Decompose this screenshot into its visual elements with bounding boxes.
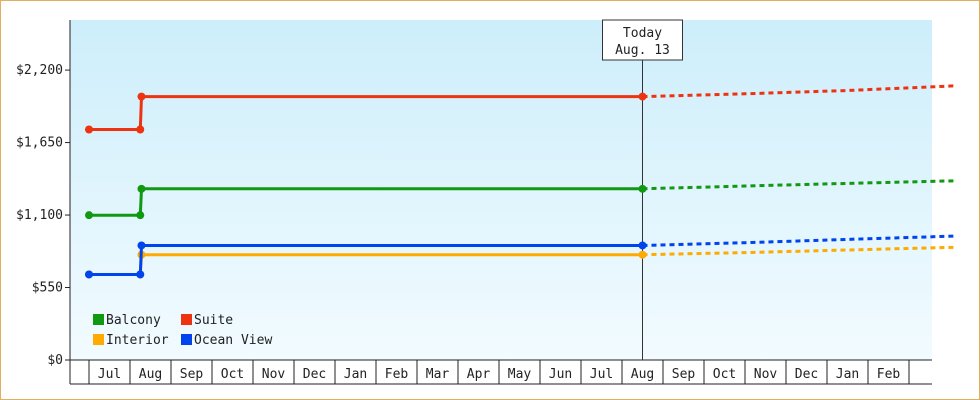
forecast-line-suite xyxy=(642,84,955,99)
legend-swatch-suite xyxy=(181,314,192,325)
month-label: Sep xyxy=(180,367,204,382)
legend-swatch-interior xyxy=(93,334,104,345)
month-label: May xyxy=(508,367,532,382)
month-label: Feb xyxy=(877,367,901,382)
month-label: Aug xyxy=(139,367,162,382)
data-point-balcony xyxy=(85,211,93,220)
y-tick-label: $1,100 xyxy=(16,208,63,223)
month-label: Aug xyxy=(631,367,654,382)
legend-swatch-ocean-view xyxy=(181,334,192,345)
data-point-ocean-view xyxy=(137,241,146,250)
forecast-line-ocean-view xyxy=(642,234,955,247)
series-suite xyxy=(85,84,955,134)
month-label: Oct xyxy=(713,367,736,382)
today-box xyxy=(602,19,683,61)
y-tick-label: $550 xyxy=(32,281,63,296)
legend-label-ocean-view: Ocean View xyxy=(194,333,272,348)
legend-label-suite: Suite xyxy=(194,313,233,328)
data-point-interior xyxy=(638,250,647,259)
month-label: Jul xyxy=(590,367,613,382)
forecast-line-interior xyxy=(642,245,955,257)
data-point-balcony xyxy=(638,184,647,193)
x-axis: Jul Aug Sep Oct Nov Dec Jan Feb Mar Apr May Jun Jul A… xyxy=(69,359,932,385)
month-label: Dec xyxy=(795,367,818,382)
series-line-suite xyxy=(89,95,643,131)
month-label: Nov xyxy=(754,367,778,382)
series-line-balcony xyxy=(89,187,643,217)
month-label: Feb xyxy=(385,367,409,382)
data-point-suite xyxy=(137,92,146,101)
data-point-suite xyxy=(136,125,145,134)
month-label: Jan xyxy=(836,367,859,382)
y-tick-label: $0 xyxy=(47,353,63,368)
month-label: Jun xyxy=(549,367,572,382)
y-tick-label: $2,200 xyxy=(16,63,63,78)
series-balcony xyxy=(85,179,955,220)
y-axis: $0 $550 $1,100 $1,650 $2,200 xyxy=(16,20,71,368)
month-label: Oct xyxy=(221,367,244,382)
y-tick-label: $1,650 xyxy=(16,136,63,151)
series-lines xyxy=(85,84,955,279)
legend: Balcony Suite Interior Ocean View xyxy=(93,313,272,348)
month-label: Jan xyxy=(344,367,367,382)
series-line-ocean-view xyxy=(89,244,643,276)
month-label: Sep xyxy=(672,367,696,382)
legend-label-interior: Interior xyxy=(106,333,169,348)
month-label: Jul xyxy=(98,367,121,382)
today-marker: Today Aug. 13 xyxy=(602,19,683,360)
series-ocean-view xyxy=(85,234,955,279)
month-label: Dec xyxy=(303,367,326,382)
data-point-ocean-view xyxy=(638,241,647,250)
month-label: Apr xyxy=(467,367,491,382)
today-title: Today xyxy=(623,26,662,41)
today-date: Aug. 13 xyxy=(615,43,670,58)
data-point-balcony xyxy=(137,184,146,193)
month-label: Nov xyxy=(262,367,286,382)
data-point-suite xyxy=(85,125,93,134)
legend-label-balcony: Balcony xyxy=(106,313,161,328)
data-point-ocean-view xyxy=(85,270,93,279)
data-point-ocean-view xyxy=(136,270,145,279)
data-point-balcony xyxy=(136,211,145,220)
forecast-line-balcony xyxy=(642,179,955,191)
legend-swatch-balcony xyxy=(93,314,104,325)
month-label: Mar xyxy=(426,367,450,382)
data-point-suite xyxy=(638,92,647,101)
